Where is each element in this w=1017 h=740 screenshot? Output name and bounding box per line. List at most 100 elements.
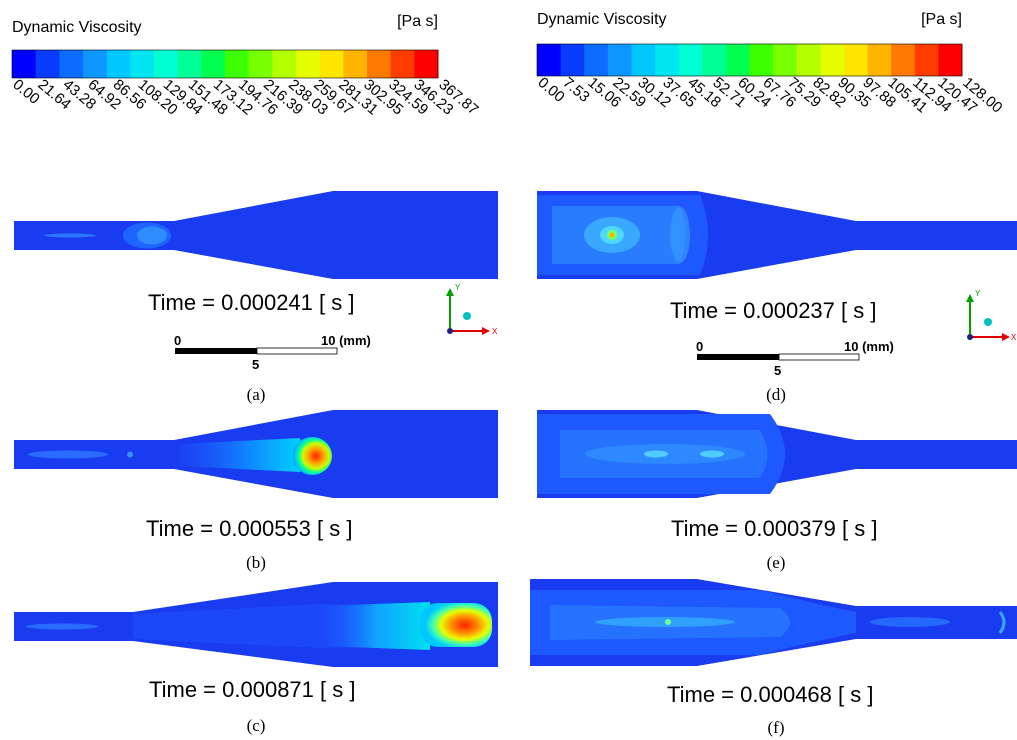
panel-f-label: (f) xyxy=(768,718,785,737)
colorbar-segment xyxy=(296,50,321,78)
colorbar-segment xyxy=(59,50,84,78)
axis-origin-right xyxy=(967,334,973,340)
panel-a-label: (a) xyxy=(247,385,266,404)
colorbar-segment xyxy=(154,50,179,78)
panel-f-contour xyxy=(530,579,1017,666)
panel-c-contour xyxy=(14,582,498,667)
scale-bar-left-white xyxy=(256,347,338,355)
colorbar-segment xyxy=(35,50,60,78)
legend-left-colorbar xyxy=(11,49,439,79)
colorbar-segment xyxy=(225,50,250,78)
panel-b-hotspot xyxy=(292,437,332,475)
colorbar-segment xyxy=(607,44,632,76)
colorbar-segment xyxy=(891,44,916,76)
panel-b-streak xyxy=(28,450,108,459)
colorbar-segment xyxy=(702,44,727,76)
scale-bar-right-white xyxy=(778,353,860,361)
panel-f-downstream xyxy=(870,617,950,627)
colorbar-segment xyxy=(631,44,656,76)
colorbar-segment xyxy=(796,44,821,76)
colorbar-segment xyxy=(414,50,439,78)
colorbar-segment xyxy=(537,44,562,76)
panel-c-tail xyxy=(320,602,430,650)
axis-y-label-right: Y xyxy=(975,289,981,298)
colorbar-segment xyxy=(248,50,273,78)
colorbar-tick-label: 7.53 xyxy=(559,74,592,106)
scale-bar-right-mid: 5 xyxy=(774,363,781,378)
scale-bar-left: 0 5 10 (mm) xyxy=(174,333,371,372)
legend-right-tick-labels: 0.007.5315.0622.5930.1237.6545.1852.7160… xyxy=(534,74,1005,117)
panel-d-hotspot xyxy=(609,232,615,238)
axis-x-arrow-left xyxy=(482,327,490,335)
panel-d-ring xyxy=(670,207,690,263)
colorbar-segment xyxy=(914,44,939,76)
colorbar-segment xyxy=(725,44,750,76)
legend-right: Dynamic Viscosity [Pa s] 0.007.5315.0622… xyxy=(534,11,1005,117)
panel-e-time: Time = 0.000379 [ s ] xyxy=(671,516,877,541)
panel-b-time: Time = 0.000553 [ s ] xyxy=(146,516,352,541)
colorbar-tick-label: 0.00 xyxy=(534,74,567,106)
panel-b-tail xyxy=(180,438,300,472)
colorbar-segment xyxy=(367,50,392,78)
panel-b-dot xyxy=(127,451,133,458)
colorbar-segment xyxy=(867,44,892,76)
panel-d-time: Time = 0.000237 [ s ] xyxy=(670,298,876,323)
colorbar-segment xyxy=(201,50,226,78)
colorbar-segment xyxy=(655,44,680,76)
axis-origin-left xyxy=(447,328,453,334)
panel-f-hotspot xyxy=(665,619,671,625)
colorbar-segment xyxy=(584,44,609,76)
panel-e-spot1 xyxy=(644,450,668,458)
panel-b-label: (b) xyxy=(246,553,266,572)
colorbar-segment xyxy=(12,50,37,78)
panel-e-label: (e) xyxy=(767,553,786,572)
legend-left: Dynamic Viscosity [Pa s] 0.0021.6443.286… xyxy=(9,13,481,119)
colorbar-segment xyxy=(678,44,703,76)
colorbar-outline xyxy=(11,49,439,79)
panel-f-time: Time = 0.000468 [ s ] xyxy=(667,682,873,707)
axis-triad-right: Y X xyxy=(966,289,1017,342)
axis-y-arrow-left xyxy=(446,288,454,296)
legend-right-title: Dynamic Viscosity xyxy=(537,11,667,28)
axis-triad-left: Y X xyxy=(446,283,498,336)
colorbar-segment xyxy=(130,50,155,78)
colorbar-segment xyxy=(773,44,798,76)
scale-bar-right-zero: 0 xyxy=(696,339,703,354)
panel-d-contour xyxy=(537,191,1017,279)
panel-c-hotspot xyxy=(420,603,492,647)
colorbar-segment xyxy=(749,44,774,76)
axis-sphere-right xyxy=(984,318,992,326)
panel-a-contour xyxy=(14,191,498,279)
colorbar-tick-label: 0.00 xyxy=(9,76,42,108)
panel-a-droplet-core xyxy=(137,226,167,245)
colorbar-segment xyxy=(820,44,845,76)
scale-bar-left-end: 10 (mm) xyxy=(321,333,371,348)
colorbar-segment xyxy=(560,44,585,76)
panel-a-time: Time = 0.000241 [ s ] xyxy=(148,290,354,315)
axis-x-label-left: X xyxy=(492,327,498,336)
panel-c-label: (c) xyxy=(247,716,266,735)
panel-d-label: (d) xyxy=(766,385,786,404)
panel-a-streak xyxy=(44,233,96,238)
legend-left-tick-labels: 0.0021.6443.2864.9286.56108.20129.84151.… xyxy=(9,76,481,119)
colorbar-segment xyxy=(106,50,131,78)
scale-bar-right: 0 5 10 (mm) xyxy=(696,339,894,378)
colorbar-segment xyxy=(177,50,202,78)
panel-b-contour xyxy=(14,410,498,498)
axis-x-arrow-right xyxy=(1002,333,1010,341)
panel-e-contour xyxy=(537,410,1017,498)
colorbar-segment xyxy=(272,50,297,78)
colorbar-outline xyxy=(536,43,963,77)
axis-y-label-left: Y xyxy=(455,283,461,292)
axis-sphere-left xyxy=(463,312,471,320)
scale-bar-left-mid: 5 xyxy=(252,357,259,372)
legend-right-colorbar xyxy=(536,43,963,77)
panel-e-spot2 xyxy=(700,450,724,458)
colorbar-segment xyxy=(343,50,368,78)
axis-y-arrow-right xyxy=(966,294,974,302)
legend-left-unit: [Pa s] xyxy=(397,13,438,30)
scale-bar-right-end: 10 (mm) xyxy=(844,339,894,354)
colorbar-segment xyxy=(83,50,108,78)
scale-bar-left-zero: 0 xyxy=(174,333,181,348)
